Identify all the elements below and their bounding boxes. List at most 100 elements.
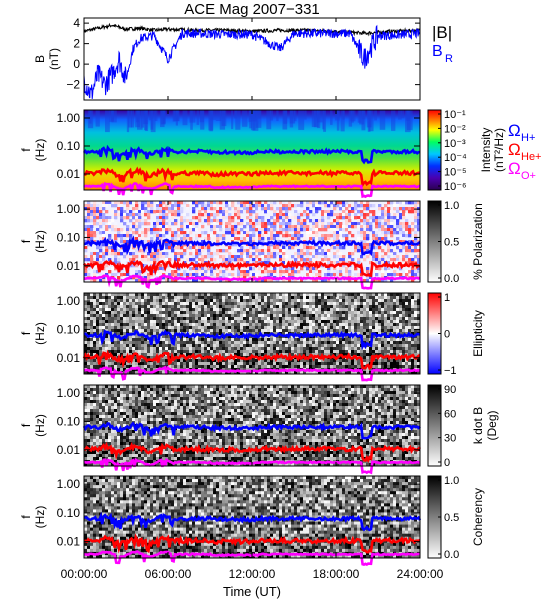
spectrogram-cell: [186, 293, 190, 297]
spectrogram-cell: [168, 347, 172, 351]
spectrogram-cell: [132, 365, 136, 369]
spectrogram-cell: [288, 299, 292, 303]
spectrogram-cell: [324, 329, 328, 333]
spectrogram-cell: [156, 273, 160, 277]
spectrogram-cell: [327, 213, 331, 217]
spectrogram-cell: [201, 326, 205, 330]
spectrogram-cell: [135, 320, 139, 324]
spectrogram-cell: [318, 317, 322, 321]
spectrogram-cell: [180, 216, 184, 220]
spectrogram-cell: [366, 279, 370, 283]
spectrogram-cell: [300, 362, 304, 366]
spectrogram-cell: [141, 231, 145, 235]
spectrogram-cell: [387, 332, 391, 336]
spectrogram-cell: [177, 273, 181, 277]
spectrogram-cell: [174, 338, 178, 342]
spectrogram-cell: [99, 231, 103, 235]
spectrogram-cell: [276, 311, 280, 315]
spectrogram-cell: [402, 296, 406, 300]
spectrogram-cell: [174, 231, 178, 235]
spectrogram-cell: [183, 347, 187, 351]
spectrogram-cell: [123, 314, 127, 318]
spectrogram-cell: [324, 204, 328, 208]
spectrogram-cell: [87, 216, 91, 220]
spectrogram-cell: [414, 213, 418, 217]
spectrogram-cell: [333, 359, 337, 363]
spectrogram-cell: [336, 219, 340, 223]
spectrogram-cell: [258, 299, 262, 303]
spectrogram-cell: [291, 350, 295, 354]
spectrogram-cell: [114, 326, 118, 330]
spectrogram-cell: [204, 362, 208, 366]
spectrogram-cell: [384, 365, 388, 369]
spectrogram-cell: [180, 255, 184, 259]
spectrogram-cell: [183, 350, 187, 354]
spectrogram-cell: [345, 320, 349, 324]
spectrogram-cell: [414, 204, 418, 208]
spectrogram-cell: [306, 225, 310, 229]
spectrogram-cell: [405, 341, 409, 345]
spectrogram-cell: [180, 359, 184, 363]
spectrogram-cell: [387, 341, 391, 345]
spectrogram-cell: [381, 359, 385, 363]
spectrogram-cell: [267, 362, 271, 366]
spectrogram-cell: [150, 296, 154, 300]
spectrogram-cell: [249, 237, 253, 241]
spectrogram-cell: [276, 323, 280, 327]
spectrogram-cell: [402, 314, 406, 318]
spectrogram-cell: [354, 347, 358, 351]
spectrogram-cell: [246, 234, 250, 238]
spectrogram-cell: [204, 338, 208, 342]
spectrogram-cell: [225, 296, 229, 300]
spectrogram-cell: [120, 308, 124, 312]
spectrogram-cell: [372, 216, 376, 220]
spectrogram-cell: [183, 341, 187, 345]
spectrogram-cell: [108, 296, 112, 300]
spectrogram-cell: [135, 323, 139, 327]
spectrogram-cell: [300, 308, 304, 312]
spectrogram-cell: [261, 329, 265, 333]
spectrogram-cell: [288, 320, 292, 324]
spectrogram-cell: [249, 365, 253, 369]
spectrogram-cell: [150, 231, 154, 235]
spectrogram-cell: [93, 335, 97, 339]
spectrogram-cell: [225, 222, 229, 226]
spectrogram-cell: [132, 252, 136, 256]
spectrogram-cell: [345, 279, 349, 283]
spectrogram-cell: [354, 299, 358, 303]
spectrogram-cell: [267, 320, 271, 324]
spectrogram-cell: [402, 299, 406, 303]
spectrogram-cell: [114, 210, 118, 214]
spectrogram-cell: [363, 347, 367, 351]
spectrogram-cell: [210, 311, 214, 315]
spectrogram-cell: [234, 231, 238, 235]
spectrogram-cell: [333, 231, 337, 235]
spectrogram-cell: [340, 110, 345, 132]
spectrogram-cell: [237, 270, 241, 274]
spectrogram-cell: [150, 332, 154, 336]
spectrogram-cell: [381, 213, 385, 217]
y-axis-unit: (Hz): [33, 230, 47, 253]
spectrogram-cell: [138, 326, 142, 330]
spectrogram-cell: [222, 225, 226, 229]
spectrogram-cell: [312, 279, 316, 283]
spectrogram-cell: [399, 323, 403, 327]
spectrogram-cell: [309, 258, 313, 262]
spectrogram-cell: [222, 347, 226, 351]
spectrogram-cell: [390, 350, 394, 354]
spectrogram-cell: [174, 240, 178, 244]
spectrogram-cell: [153, 293, 157, 297]
spectrogram-cell: [156, 362, 160, 366]
spectrogram-cell: [135, 219, 139, 223]
spectrogram-cell: [135, 270, 139, 274]
spectrogram-cell: [144, 207, 148, 211]
spectrogram-cell: [324, 320, 328, 324]
spectrogram-cell: [252, 210, 256, 214]
spectrogram-cell: [258, 305, 262, 309]
spectrogram-cell: [153, 341, 157, 345]
spectrogram-cell: [339, 314, 343, 318]
spectrogram-cell: [195, 323, 199, 327]
spectrogram-cell: [204, 308, 208, 312]
spectrogram-cell: [246, 305, 250, 309]
spectrogram-cell: [357, 246, 361, 250]
